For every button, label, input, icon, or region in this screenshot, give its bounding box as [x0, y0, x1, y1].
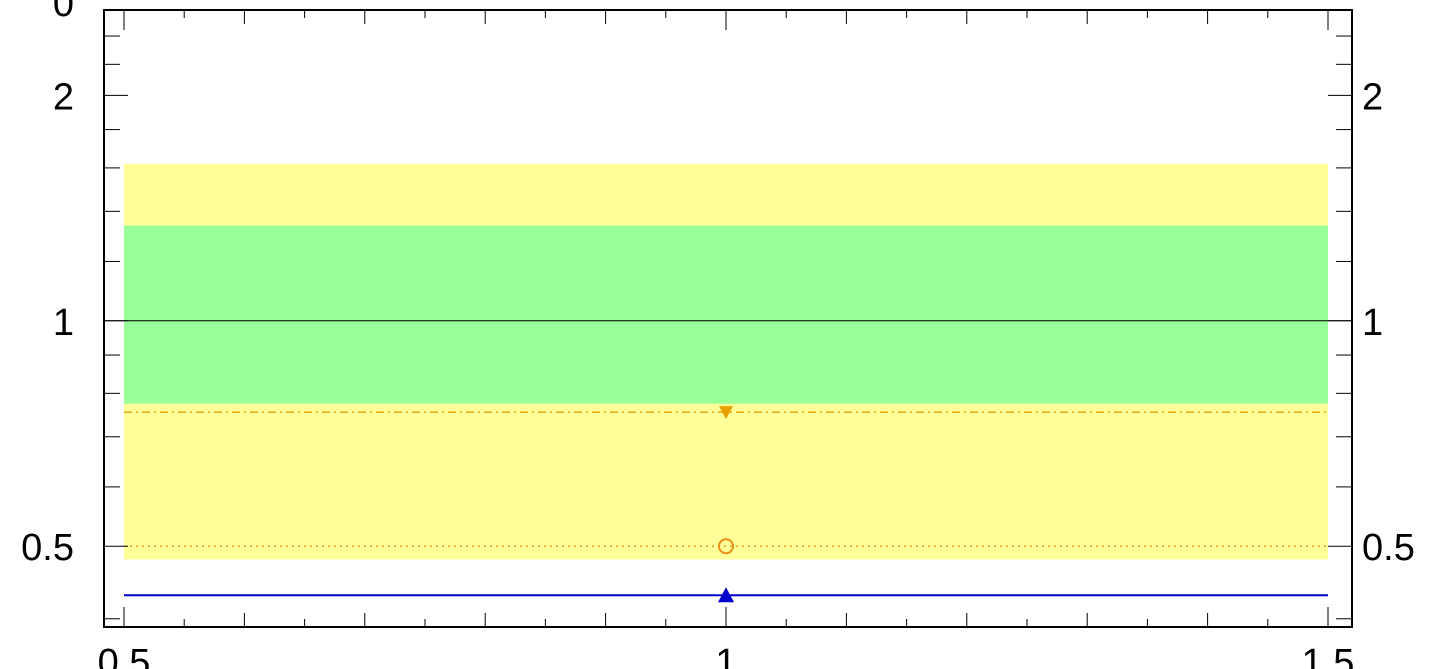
series-0-marker	[719, 406, 733, 420]
confidence-bands	[124, 163, 1328, 560]
y-tick-label-right: 1	[1362, 302, 1383, 344]
axis-ticks	[104, 9, 1352, 627]
y-tick-label-right: 2	[1362, 76, 1383, 118]
x-tick-label: 1	[715, 642, 736, 669]
series-2-marker	[718, 587, 734, 603]
tick-labels: 0.5 1 1.5 0.5 0.5 1 1 2 2 0	[21, 0, 1415, 669]
y-tick-label-left: 0.5	[21, 527, 74, 569]
x-tick-label: 1.5	[1302, 642, 1355, 669]
series-lines	[104, 320, 1352, 603]
series-1-marker	[718, 538, 734, 555]
y-tick-label-left: 1	[53, 302, 74, 344]
y-tick-label-left: 2	[53, 76, 74, 118]
y-tick-label-right: 0.5	[1362, 527, 1415, 569]
y-tick-label-partial: 0	[53, 0, 74, 25]
band-1	[124, 225, 1328, 404]
plot-border	[103, 9, 1353, 628]
plot-frame	[103, 9, 1353, 628]
x-tick-label: 0.5	[98, 642, 151, 669]
